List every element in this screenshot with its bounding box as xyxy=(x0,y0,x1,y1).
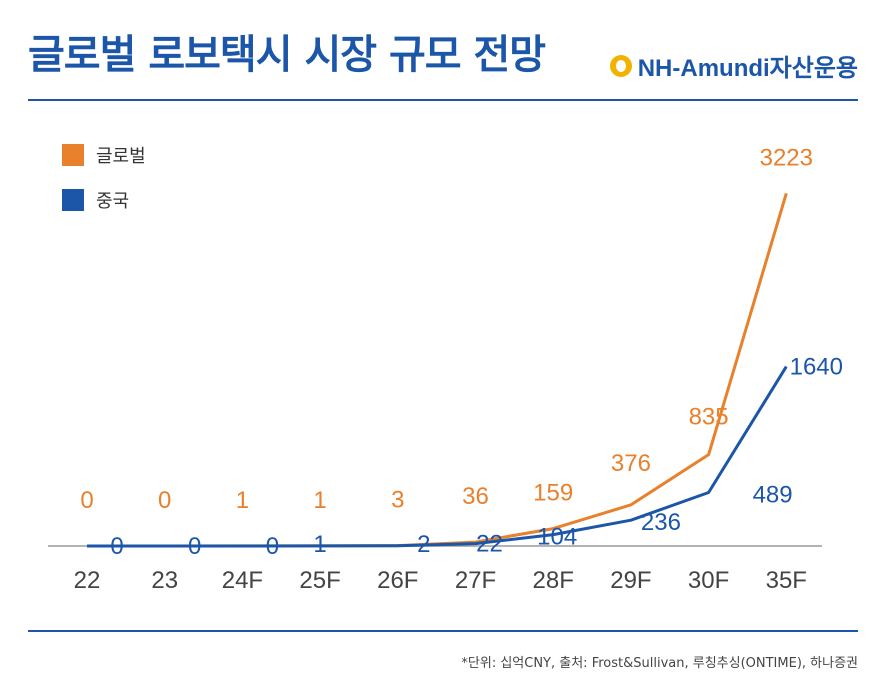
x-tick-label: 22 xyxy=(74,567,101,594)
legend-swatch-global xyxy=(62,144,84,166)
data-label: 2 xyxy=(417,531,430,558)
legend-label-global: 글로벌 xyxy=(96,146,146,167)
x-tick-label: 35F xyxy=(766,567,807,594)
data-label: 0 xyxy=(188,533,201,560)
data-label: 159 xyxy=(533,480,573,507)
legend-swatch-china xyxy=(62,189,84,211)
source-footnote: *단위: 십억CNY, 출처: Frost&Sullivan, 루칭추싱(ONT… xyxy=(461,656,858,671)
data-label: 0 xyxy=(266,533,279,560)
legend-item-global: 글로벌 xyxy=(62,142,146,168)
data-label: 3223 xyxy=(760,144,813,171)
nh-logo-icon xyxy=(609,54,632,77)
page-title: 글로벌 로보택시 시장 규모 전망 xyxy=(28,32,546,78)
series-line-0 xyxy=(87,192,788,548)
x-tick-label: 29F xyxy=(610,567,651,594)
data-label: 1 xyxy=(236,487,249,514)
data-label: 104 xyxy=(537,524,577,551)
data-label: 236 xyxy=(641,509,681,536)
x-tick-label: 30F xyxy=(688,567,729,594)
brand-logo: NH-Amundi자산운용 xyxy=(609,48,858,83)
legend-item-china: 중국 xyxy=(62,187,129,213)
legend-label-china: 중국 xyxy=(96,191,130,212)
data-label: 835 xyxy=(689,404,729,431)
data-label: 36 xyxy=(462,483,489,510)
brand-name: NH-Amundi자산운용 xyxy=(637,55,858,82)
footer-divider xyxy=(28,630,858,632)
data-label: 489 xyxy=(753,482,793,509)
data-label: 22 xyxy=(476,531,503,558)
x-tick-label: 26F xyxy=(377,567,418,594)
data-label: 376 xyxy=(611,450,651,477)
x-tick-label: 28F xyxy=(533,567,574,594)
x-tick-label: 23 xyxy=(151,567,178,594)
data-label: 1 xyxy=(313,531,326,558)
data-label: 0 xyxy=(80,487,93,514)
data-label: 3 xyxy=(391,487,404,514)
data-label: 0 xyxy=(110,533,123,560)
x-tick-label: 24F xyxy=(222,567,263,594)
data-label: 1 xyxy=(313,487,326,514)
x-tick-label: 25F xyxy=(299,567,340,594)
header-divider xyxy=(28,99,858,101)
series-line-1 xyxy=(87,365,788,548)
data-label: 1640 xyxy=(790,354,843,381)
x-tick-label: 27F xyxy=(455,567,496,594)
data-label: 0 xyxy=(158,487,171,514)
